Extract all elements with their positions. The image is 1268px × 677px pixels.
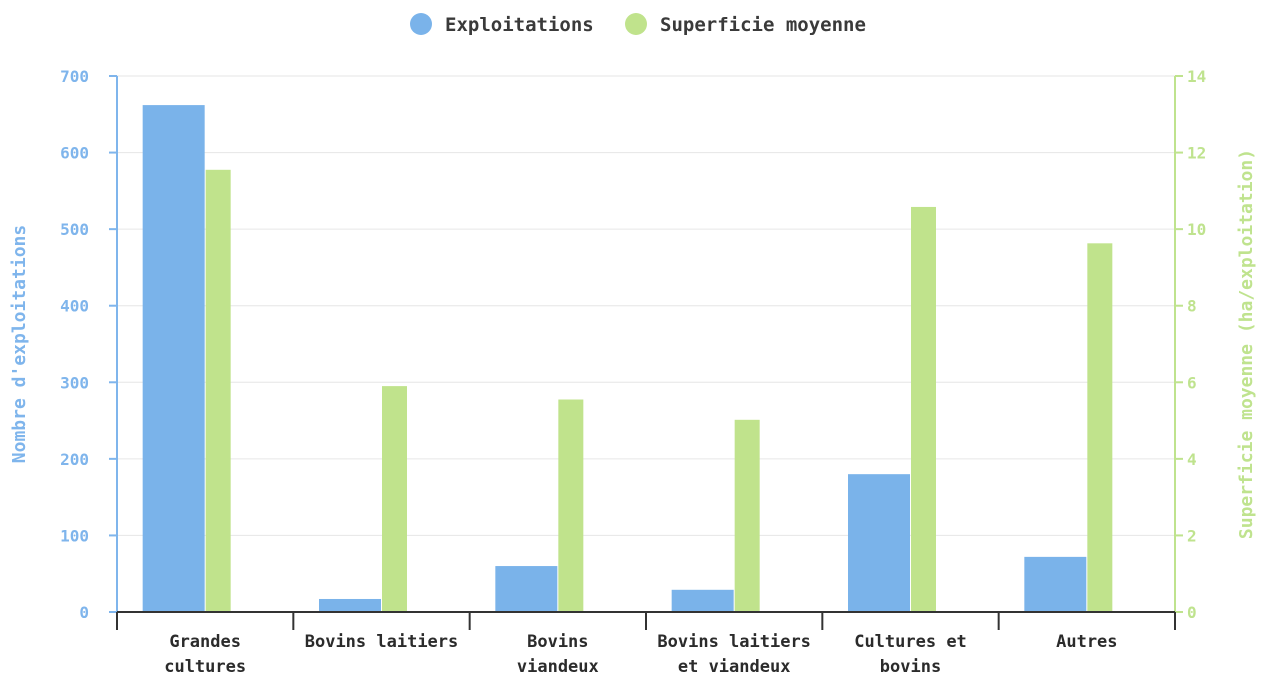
left-axis-tick-label: 400: [60, 297, 89, 316]
bar-exploitations: [848, 474, 910, 612]
bar-superficie-moyenne: [1087, 243, 1113, 612]
x-axis-category-label: Grandes: [169, 632, 241, 652]
right-axis-tick-label: 10: [1187, 220, 1206, 239]
legend-label-superficie-moyenne[interactable]: Superficie moyenne: [660, 14, 866, 36]
bar-superficie-moyenne: [911, 206, 936, 613]
bar-superficie-moyenne: [205, 169, 231, 613]
x-axis-category-label: bovins: [880, 657, 941, 677]
bars: [142, 105, 1113, 613]
legend-marker-superficie-moyenne[interactable]: [625, 13, 647, 35]
right-axis-tick-label: 8: [1187, 297, 1197, 316]
x-axis-category-label: Cultures et: [854, 632, 967, 652]
bar-exploitations: [495, 566, 558, 612]
right-axis-tick-label: 2: [1187, 526, 1197, 545]
left-axis-tick-label: 100: [60, 526, 89, 545]
x-axis-category-label: Bovins: [527, 632, 588, 652]
legend[interactable]: Exploitations Superficie moyenne: [410, 13, 866, 36]
right-axis-tick-label: 6: [1187, 373, 1197, 392]
left-axis-tick-label: 200: [60, 450, 89, 469]
bar-exploitations: [671, 589, 734, 612]
bar-superficie-moyenne: [382, 386, 407, 612]
y-axis-title-left: Nombre d'exploitations: [9, 225, 30, 463]
axes: 0 100 200 300 400 500 600 700 0 2 4 6 8 10 12 14 Grandes…: [9, 67, 1257, 677]
x-axis-category-label: Bovins laitiers: [305, 632, 459, 652]
right-axis-tick-label: 14: [1187, 67, 1206, 86]
x-axis-category-label: Autres: [1056, 632, 1117, 652]
bar-superficie-moyenne: [734, 419, 760, 612]
bar-superficie-moyenne: [558, 399, 584, 612]
right-axis-tick-label: 4: [1187, 450, 1197, 469]
bar-exploitations: [1024, 556, 1087, 612]
legend-marker-exploitations[interactable]: [410, 13, 432, 35]
right-axis-tick-label: 0: [1187, 603, 1197, 622]
y-axis-title-right: Superficie moyenne (ha/exploitation): [1236, 149, 1257, 539]
left-axis-tick-label: 300: [60, 373, 89, 392]
right-axis-tick-label: 12: [1187, 144, 1206, 163]
left-axis-tick-label: 600: [60, 144, 89, 163]
x-axis-category-label: et viandeux: [678, 657, 791, 677]
gridlines: [117, 75, 1175, 536]
left-axis-tick-label: 0: [79, 603, 89, 622]
bar-exploitations: [319, 598, 381, 612]
x-axis-category-label: Bovins laitiers: [657, 632, 811, 652]
left-axis-tick-label: 700: [60, 67, 89, 86]
left-axis-tick-label: 500: [60, 220, 89, 239]
legend-label-exploitations[interactable]: Exploitations: [445, 14, 594, 36]
bar-exploitations: [142, 105, 205, 613]
x-axis-category-label: viandeux: [517, 657, 599, 677]
x-axis-category-label: cultures: [164, 657, 246, 677]
